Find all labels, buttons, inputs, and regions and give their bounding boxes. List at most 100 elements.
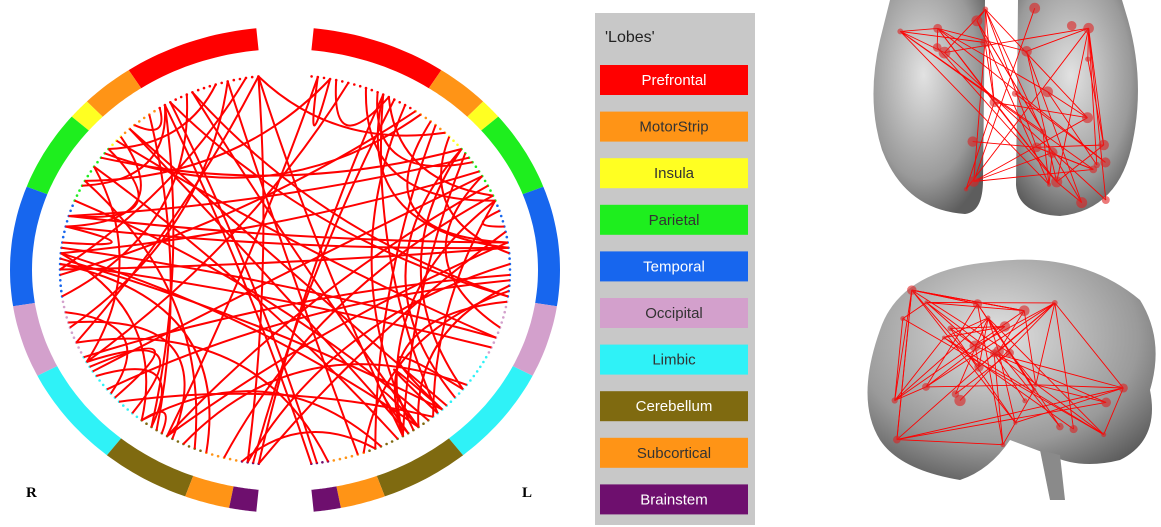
network-node <box>968 136 978 146</box>
network-node <box>942 336 946 340</box>
region-node <box>153 110 156 113</box>
region-node <box>62 236 65 239</box>
region-node <box>488 351 491 354</box>
region-node <box>217 455 220 458</box>
region-node <box>500 215 503 218</box>
hemisphere-label: L <box>522 485 532 501</box>
region-node <box>65 316 68 319</box>
region-node <box>351 455 354 458</box>
hemisphere-label: R <box>26 485 37 501</box>
lobe-arc <box>13 303 57 376</box>
region-node <box>180 96 183 99</box>
region-node <box>59 284 62 287</box>
network-node <box>897 28 903 34</box>
region-node <box>339 458 342 461</box>
region-node <box>143 117 146 120</box>
region-node <box>203 87 206 90</box>
region-node <box>98 379 101 382</box>
region-node <box>310 75 313 78</box>
region-node <box>458 392 461 395</box>
network-node <box>1076 197 1087 208</box>
region-node <box>333 459 336 462</box>
region-node <box>199 449 202 452</box>
region-node <box>476 370 479 373</box>
network-node <box>1013 421 1017 425</box>
network-node <box>974 362 983 371</box>
lobe-arc <box>37 366 121 455</box>
region-node <box>87 175 90 178</box>
network-node <box>989 98 998 107</box>
network-node <box>1032 142 1042 152</box>
network-node <box>933 24 942 33</box>
legend-label: Brainstem <box>640 491 708 508</box>
network-node <box>1101 432 1106 437</box>
network-node <box>1021 46 1032 57</box>
network-node <box>1029 3 1040 14</box>
network-node <box>900 316 905 321</box>
network-node <box>1102 196 1110 204</box>
region-node <box>398 101 401 104</box>
region-node <box>197 89 200 92</box>
region-node <box>409 107 412 110</box>
network-node <box>1083 23 1094 34</box>
region-node <box>439 128 442 131</box>
region-node <box>126 408 129 411</box>
connectogram <box>10 28 560 511</box>
network-node <box>983 7 989 13</box>
region-node <box>321 461 324 464</box>
region-node <box>124 132 127 135</box>
region-node <box>66 220 69 223</box>
network-node <box>964 187 968 191</box>
region-node <box>496 204 499 207</box>
legend-label: Occipital <box>645 305 703 322</box>
lobe-arc <box>229 486 259 511</box>
region-node <box>502 316 505 319</box>
network-node <box>1000 442 1005 447</box>
network-node <box>1047 147 1058 158</box>
region-node <box>90 170 93 173</box>
network-node <box>907 285 916 294</box>
legend-label: Temporal <box>643 258 705 275</box>
region-node <box>456 144 459 147</box>
region-node <box>111 144 114 147</box>
region-node <box>469 379 472 382</box>
legend-label: Parietal <box>649 212 700 229</box>
network-node <box>893 436 901 444</box>
page: R L 'Lobes' PrefrontalMotorStripInsulaPa… <box>0 0 1161 527</box>
region-node <box>323 77 326 80</box>
network-node <box>1000 321 1011 332</box>
network-node <box>971 15 982 26</box>
lobe-arc <box>107 438 193 496</box>
region-node <box>136 416 139 419</box>
network-node <box>1082 112 1093 123</box>
figure: R L 'Lobes' PrefrontalMotorStripInsulaPa… <box>0 0 1161 527</box>
network-node <box>993 346 1004 357</box>
region-node <box>475 165 478 168</box>
region-node <box>452 139 455 142</box>
region-node <box>235 459 238 462</box>
region-node <box>220 82 223 85</box>
lobe-arc <box>311 486 341 511</box>
brain-renders <box>868 0 1156 500</box>
region-node <box>391 440 394 443</box>
region-node <box>506 236 509 239</box>
region-node <box>73 336 76 339</box>
network-node <box>1022 398 1027 403</box>
region-node <box>71 204 74 207</box>
region-node <box>229 458 232 461</box>
connection <box>258 76 445 135</box>
region-node <box>211 453 214 456</box>
region-node <box>502 220 505 223</box>
network-edge <box>985 9 986 42</box>
region-node <box>233 79 236 82</box>
network-node <box>933 43 942 52</box>
region-node <box>60 290 63 293</box>
region-node <box>450 400 453 403</box>
network-node <box>1032 388 1036 392</box>
region-node <box>62 301 65 304</box>
network-node <box>892 397 898 403</box>
network-node <box>1089 166 1097 174</box>
region-node <box>353 83 356 86</box>
region-node <box>473 375 476 378</box>
region-node <box>484 180 487 183</box>
